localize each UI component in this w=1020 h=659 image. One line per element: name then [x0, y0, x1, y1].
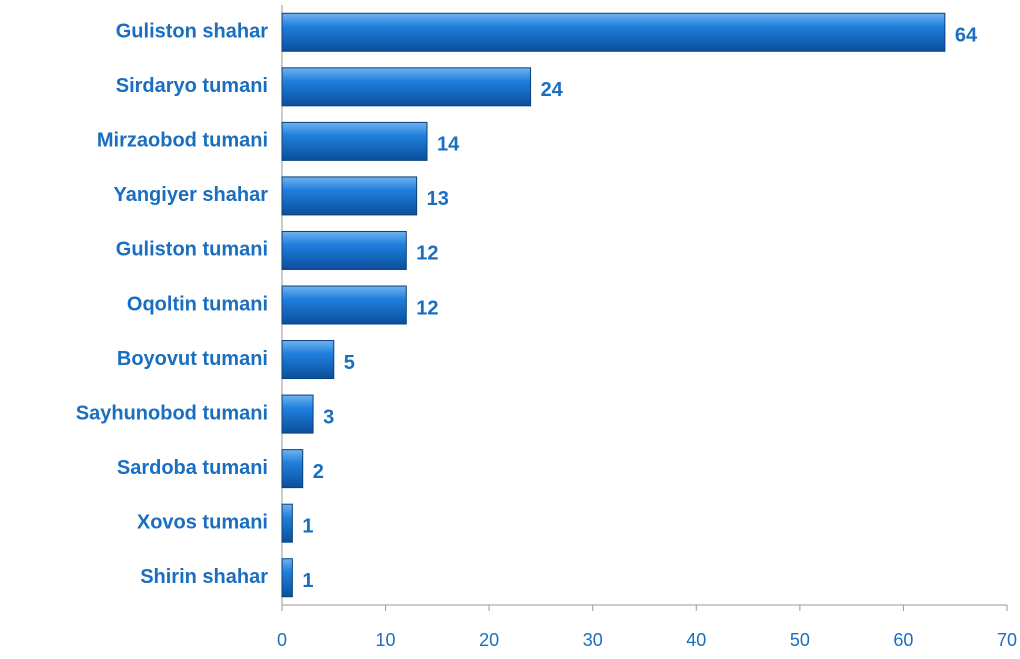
bar [281, 558, 293, 598]
value-label: 5 [344, 352, 355, 374]
value-label: 3 [323, 406, 334, 428]
y-tick-label: Guliston shahar [116, 21, 268, 43]
bar [281, 340, 335, 380]
value-label: 13 [427, 188, 449, 210]
bar [281, 176, 418, 216]
y-tick-label: Boyovut tumani [117, 348, 268, 370]
x-tick-label: 70 [997, 630, 1017, 650]
y-tick-label: Guliston tumani [116, 239, 268, 261]
value-label: 1 [302, 515, 313, 537]
y-tick-label: Shirin shahar [140, 566, 268, 588]
value-label: 12 [416, 243, 438, 265]
bar [281, 230, 407, 270]
value-label: 64 [955, 25, 978, 47]
bar [281, 503, 293, 543]
y-tick-label: Yangiyer shahar [113, 184, 268, 206]
x-tick-label: 40 [686, 630, 706, 650]
y-tick-label: Sirdaryo tumani [116, 75, 268, 97]
y-tick-label: Mirzaobod tumani [97, 130, 268, 152]
bar [281, 12, 946, 52]
x-tick-label: 10 [376, 630, 396, 650]
bar [281, 67, 532, 107]
bar [281, 449, 304, 489]
bar [281, 121, 428, 161]
value-label: 14 [437, 134, 460, 156]
y-tick-label: Oqoltin tumani [127, 293, 268, 315]
bar [281, 285, 407, 325]
bar [281, 394, 314, 434]
x-tick-label: 50 [790, 630, 810, 650]
y-tick-label: Sardoba tumani [117, 457, 268, 479]
x-tick-label: 0 [277, 630, 287, 650]
value-label: 2 [313, 461, 324, 483]
value-label: 24 [541, 79, 564, 101]
value-label: 1 [302, 570, 313, 592]
x-tick-label: 30 [583, 630, 603, 650]
x-tick-label: 60 [893, 630, 913, 650]
y-tick-label: Sayhunobod tumani [76, 402, 268, 424]
x-tick-label: 20 [479, 630, 499, 650]
value-label: 12 [416, 297, 438, 319]
y-tick-label: Xovos tumani [137, 511, 268, 533]
